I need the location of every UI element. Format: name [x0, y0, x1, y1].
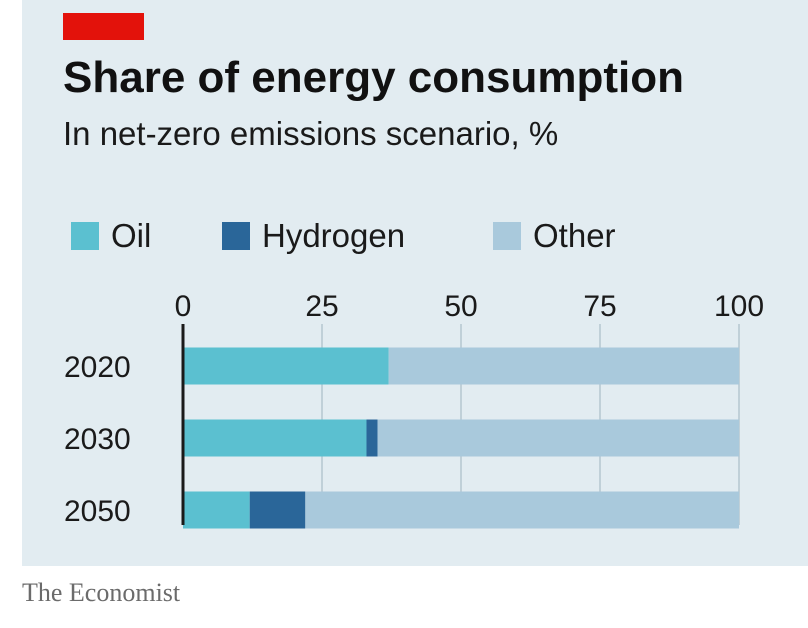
category-label-2030: 2030 — [64, 423, 131, 456]
legend-label-hydrogen: Hydrogen — [262, 217, 406, 254]
category-label-2020: 2020 — [64, 351, 131, 384]
x-tick-label-100: 100 — [714, 290, 764, 323]
x-tick-label-75: 75 — [583, 290, 616, 323]
x-tick-label-50: 50 — [444, 290, 477, 323]
bar-2030-oil — [183, 419, 367, 457]
legend-label-other: Other — [533, 217, 616, 254]
bar-2050-hydrogen — [249, 491, 306, 529]
legend-swatch-oil — [71, 222, 99, 250]
x-tick-label-0: 0 — [175, 290, 192, 323]
legend-label-oil: Oil — [111, 217, 152, 254]
chart-panel — [22, 0, 808, 566]
bar-2030-hydrogen — [366, 419, 378, 457]
bar-2020-oil — [183, 347, 389, 385]
category-label-2050: 2050 — [64, 495, 131, 528]
chart-legend: Oil Hydrogen Other — [0, 214, 808, 258]
brand-accent-tag — [63, 13, 144, 40]
source-credit: The Economist — [22, 578, 181, 607]
bar-2050-oil — [183, 491, 250, 529]
bar-2020-other — [388, 347, 739, 385]
bar-2030-other — [377, 419, 739, 457]
legend-swatch-other — [493, 222, 521, 250]
x-tick-label-25: 25 — [305, 290, 338, 323]
chart-title: Share of energy consumption — [63, 53, 684, 102]
chart-subtitle: In net-zero emissions scenario, % — [63, 115, 559, 152]
legend-swatch-hydrogen — [222, 222, 250, 250]
bar-2050-other — [305, 491, 739, 529]
